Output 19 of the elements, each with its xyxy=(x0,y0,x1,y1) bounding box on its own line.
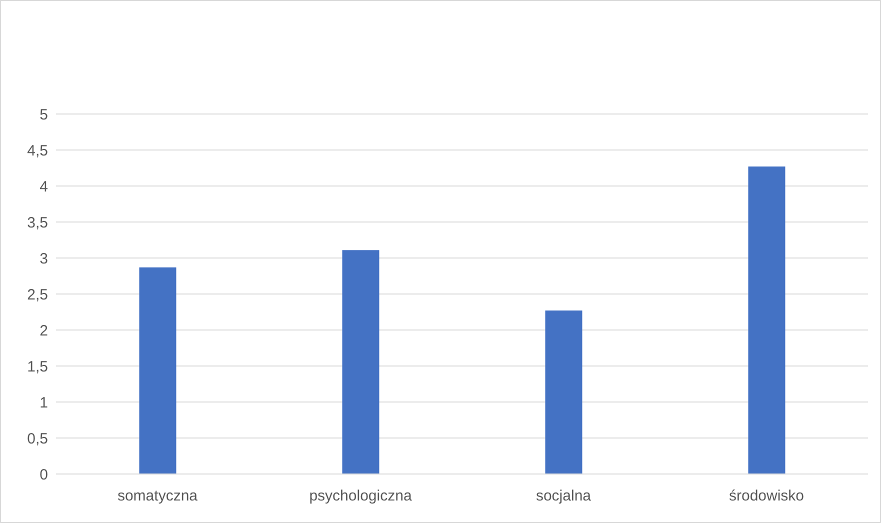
y-tick-label: 1,5 xyxy=(27,358,48,376)
bar xyxy=(545,310,582,474)
y-tick-label: 1 xyxy=(40,394,48,412)
x-tick-label: somatyczna xyxy=(117,488,198,505)
bar xyxy=(139,267,176,474)
x-tick-label: psychologiczna xyxy=(309,488,412,505)
y-tick-label: 5 xyxy=(40,106,48,124)
bar xyxy=(748,166,786,474)
y-tick-label: 2 xyxy=(40,322,48,340)
y-tick-label: 4,5 xyxy=(27,142,48,160)
y-tick-label: 3,5 xyxy=(27,214,48,232)
y-tick-label: 2,5 xyxy=(27,286,48,304)
bar xyxy=(342,250,380,474)
y-tick-label: 3 xyxy=(40,250,48,268)
y-tick-label: 0 xyxy=(40,466,48,484)
y-tick-label: 0,5 xyxy=(27,430,48,448)
x-tick-label: środowisko xyxy=(728,488,804,505)
x-tick-label: socjalna xyxy=(536,488,592,505)
y-tick-label: 4 xyxy=(40,178,48,196)
